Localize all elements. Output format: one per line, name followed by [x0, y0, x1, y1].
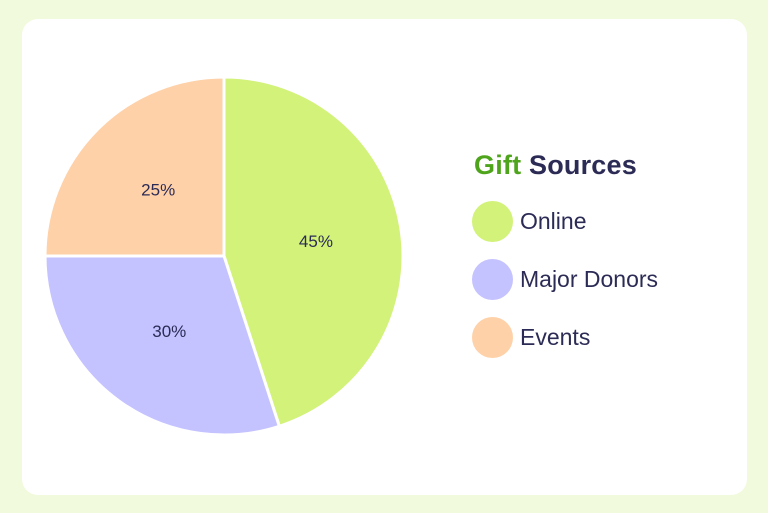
pie-label-online: 45% [299, 232, 333, 251]
pie-slice-online [222, 75, 405, 428]
pie-label-events: 25% [141, 181, 175, 200]
chart-title-rest: Sources [529, 150, 637, 180]
chart-title: Gift Sources [474, 150, 658, 181]
chart-title-highlight: Gift [474, 150, 522, 180]
legend: Gift Sources Online Major Donors Events [472, 150, 658, 375]
legend-swatch-major-donors [472, 259, 513, 300]
pie-slice-major-donors [43, 254, 281, 437]
legend-swatch-online [472, 201, 513, 242]
legend-label-events: Events [520, 324, 591, 350]
legend-label-major-donors: Major Donors [520, 266, 659, 292]
pie-slice-events [43, 75, 226, 258]
legend-item-online: Online [472, 201, 658, 242]
legend-item-events: Events [472, 317, 658, 358]
legend-label-online: Online [520, 208, 587, 234]
legend-swatch-events [472, 317, 513, 358]
legend-item-major-donors: Major Donors [472, 259, 658, 300]
pie-label-major-donors: 30% [152, 322, 186, 341]
